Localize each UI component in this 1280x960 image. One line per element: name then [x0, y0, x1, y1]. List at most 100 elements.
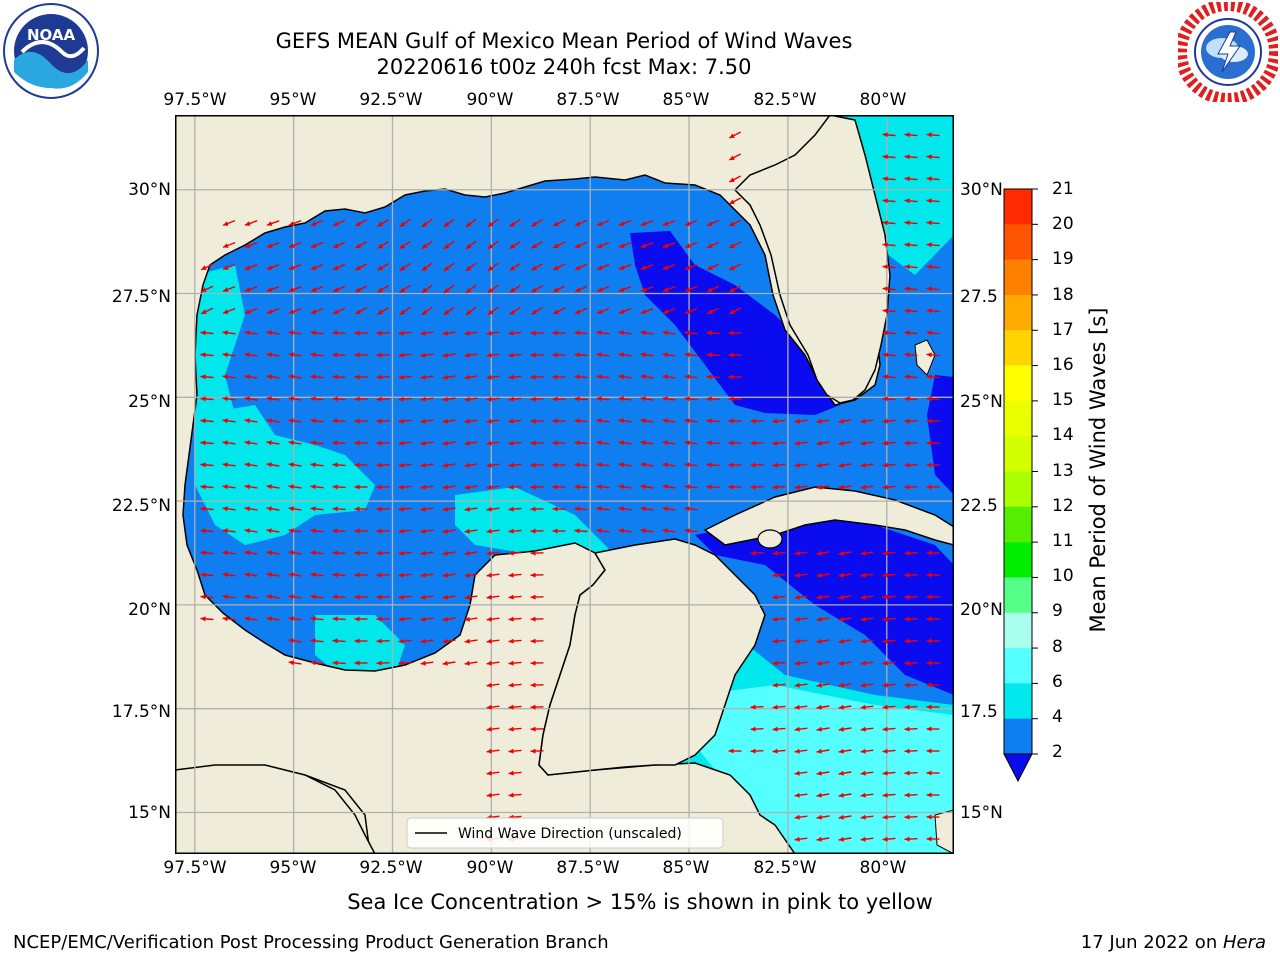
wind-arrow-head: [904, 704, 910, 710]
wind-arrow-head: [926, 440, 932, 446]
wind-arrow-head: [244, 418, 250, 424]
wind-arrow-head: [640, 243, 647, 248]
wind-arrow-head: [552, 418, 558, 424]
wind-arrow-head: [838, 440, 844, 446]
lat-label-right: 22.5: [960, 496, 998, 516]
wind-arrow-head: [926, 704, 932, 710]
wind-arrow-head: [201, 265, 207, 270]
wind-arrow-head: [597, 221, 603, 226]
wind-arrow-head: [530, 704, 536, 710]
wind-arrow-head: [794, 748, 800, 754]
colorbar-tick-label: 12: [1052, 496, 1074, 516]
lat-label-left: 25°N: [128, 392, 171, 412]
wind-arrow-head: [464, 440, 470, 446]
colorbar-band: [1004, 577, 1032, 614]
wind-arrow-head: [530, 638, 536, 644]
wind-arrow-head: [464, 528, 470, 534]
wind-arrow-head: [684, 462, 690, 468]
wind-arrow-head: [266, 462, 272, 468]
wind-arrow-head: [508, 792, 514, 798]
wind-arrow-head: [442, 506, 448, 512]
wind-arrow-head: [244, 572, 250, 578]
colorbar-band: [1004, 648, 1032, 684]
wind-arrow-head: [376, 572, 382, 578]
wind-arrow-head: [816, 616, 822, 622]
wind-arrow-head: [904, 836, 910, 842]
wind-arrow-head: [640, 265, 647, 270]
wind-arrow-head: [882, 616, 888, 622]
wind-arrow-head: [486, 660, 492, 666]
wind-arrow-head: [442, 330, 448, 336]
wind-arrow-head: [904, 352, 910, 358]
wind-arrow-head: [266, 550, 272, 556]
wind-arrow-head: [860, 572, 866, 578]
wind-arrow-head: [508, 616, 514, 622]
wind-arrow-head: [904, 418, 910, 424]
wind-arrow-head: [926, 418, 932, 424]
footer-date-text: 17 Jun 2022 on: [1080, 932, 1223, 953]
wind-arrow-head: [398, 330, 404, 336]
wind-arrow-head: [882, 814, 888, 820]
wind-arrow-head: [904, 308, 910, 314]
wind-arrow-head: [882, 550, 888, 556]
wind-arrow-head: [376, 594, 382, 600]
wind-arrow-head: [244, 352, 250, 358]
wind-arrow-head: [333, 265, 339, 270]
wind-arrow-head: [531, 287, 537, 293]
wind-arrow-head: [728, 396, 734, 402]
wind-arrow-head: [355, 309, 361, 315]
wind-arrow-head: [684, 506, 690, 512]
wind-arrow-head: [882, 264, 888, 270]
wind-arrow-head: [926, 396, 932, 402]
wind-arrow-head: [904, 132, 910, 138]
wind-arrow-head: [684, 440, 690, 446]
wind-arrow-head: [750, 440, 756, 446]
wind-arrow-head: [684, 330, 690, 336]
wind-arrow-head: [244, 221, 251, 226]
wind-arrow-head: [508, 682, 514, 688]
wind-arrow-head: [816, 572, 822, 578]
wind-arrow-head: [618, 396, 624, 402]
wind-arrow-head: [487, 243, 494, 249]
wind-arrow-head: [355, 265, 361, 271]
colorbar-tick-label: 17: [1052, 320, 1074, 340]
wind-arrow-head: [464, 396, 470, 402]
wind-arrow-head: [200, 528, 206, 534]
wind-arrow-head: [288, 616, 294, 622]
wind-arrow-head: [750, 418, 756, 424]
wind-arrow-head: [486, 418, 492, 424]
wind-arrow-head: [332, 528, 338, 534]
wind-arrow-head: [354, 352, 360, 358]
wind-arrow-head: [772, 616, 778, 622]
wind-arrow-head: [464, 594, 470, 600]
wind-arrow-head: [421, 265, 428, 271]
wind-arrow-head: [926, 374, 932, 380]
land-yucatan: [538, 538, 766, 776]
wind-arrow-head: [420, 550, 426, 556]
wind-arrow-head: [376, 550, 382, 556]
wind-arrow-head: [486, 462, 492, 468]
wind-arrow-head: [882, 374, 888, 380]
wind-arrow-head: [244, 528, 250, 534]
wind-arrow-head: [355, 221, 361, 227]
wind-arrow-head: [332, 616, 338, 622]
wind-arrow-head: [310, 528, 316, 534]
wind-arrow-head: [860, 836, 866, 842]
wind-arrow-head: [486, 506, 492, 512]
wind-arrow-head: [772, 726, 778, 732]
wind-arrow-head: [310, 330, 316, 336]
wind-arrow-head: [552, 352, 558, 358]
wind-arrow-head: [596, 440, 602, 446]
wind-arrow-head: [464, 374, 470, 380]
wind-arrow-head: [926, 462, 932, 468]
wind-arrow-head: [200, 550, 206, 556]
wind-arrow-head: [772, 550, 778, 556]
wind-arrow-head: [772, 638, 778, 644]
wind-arrow-head: [465, 221, 472, 227]
wind-arrow-head: [288, 374, 294, 380]
wind-arrow-head: [772, 440, 778, 446]
wind-arrow-head: [882, 154, 888, 160]
wind-arrow-head: [794, 484, 800, 490]
wind-arrow-head: [729, 265, 735, 270]
wind-arrow-head: [728, 484, 734, 490]
